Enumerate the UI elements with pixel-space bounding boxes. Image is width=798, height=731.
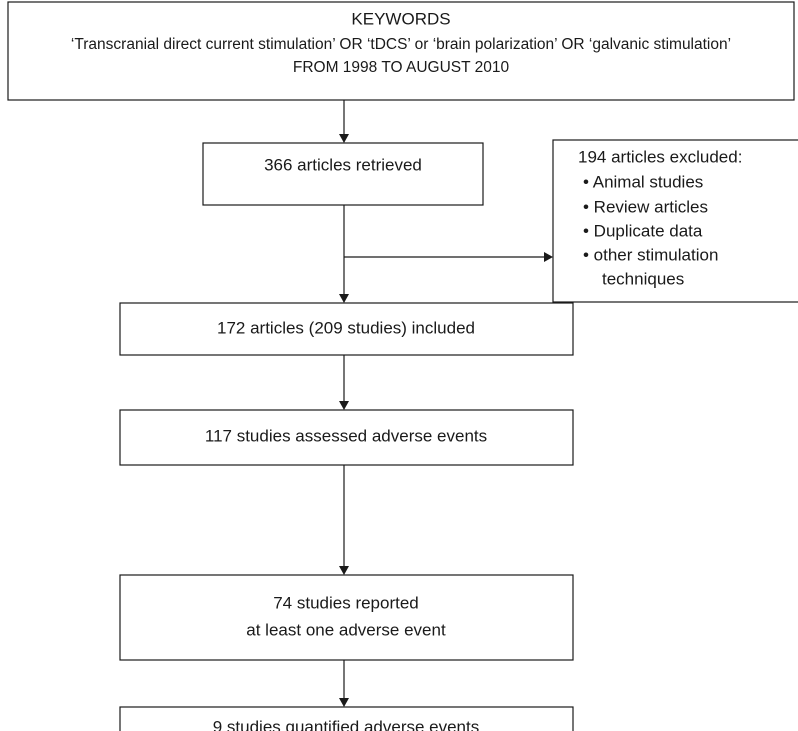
keywords-period: FROM 1998 TO AUGUST 2010 — [293, 59, 510, 76]
connectors — [339, 100, 553, 707]
arrow-head — [339, 294, 349, 303]
excluded-item: • other stimulation — [583, 245, 718, 264]
arrow-head — [339, 566, 349, 575]
step-label: 366 articles retrieved — [264, 155, 422, 174]
step-box — [119, 706, 574, 731]
step-label: 172 articles (209 studies) included — [217, 318, 475, 337]
arrow-head — [544, 252, 553, 262]
excluded-item: • Duplicate data — [583, 221, 703, 240]
step-label: 74 studies reported — [273, 593, 419, 612]
keywords-title: KEYWORDS — [351, 9, 450, 28]
step-label: 9 studies quantified adverse events — [213, 717, 480, 731]
step-box — [119, 409, 574, 466]
excluded-item: techniques — [602, 269, 684, 288]
step-box — [119, 302, 574, 356]
excluded-title: 194 articles excluded: — [578, 147, 742, 166]
step-box — [202, 142, 484, 206]
excluded-box — [552, 139, 798, 303]
excluded-item: • Animal studies — [583, 172, 703, 191]
arrow-head — [339, 134, 349, 143]
arrow-head — [339, 698, 349, 707]
keywords-box — [7, 1, 795, 101]
step-label: 117 studies assessed adverse events — [205, 426, 487, 445]
excluded-item: • Review articles — [583, 197, 708, 216]
keywords-query: ‘Transcranial direct current stimulation… — [71, 36, 731, 53]
arrow-head — [339, 401, 349, 410]
step-label: at least one adverse event — [246, 620, 446, 639]
step-box — [119, 574, 574, 661]
